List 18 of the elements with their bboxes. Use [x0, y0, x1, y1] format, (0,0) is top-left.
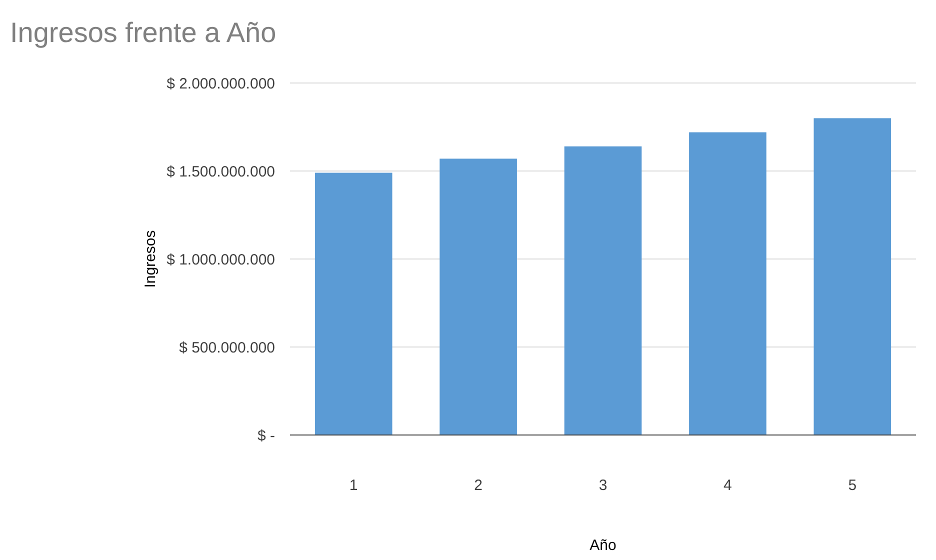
- x-tick-label: 3: [598, 477, 608, 494]
- bar: [314, 172, 392, 435]
- x-tick-label: 2: [474, 477, 482, 494]
- x-tick-label: 1: [349, 477, 358, 494]
- chart-title: Ingresos frente a Año: [10, 17, 276, 48]
- y-tick-label: $ 1.000.000.000: [166, 251, 275, 268]
- x-tick-label: 5: [848, 477, 857, 494]
- bar: [564, 146, 642, 435]
- y-tick-label: $ 2.000.000.000: [166, 75, 275, 92]
- y-tick-label: $ -: [257, 427, 275, 444]
- y-tick-label: $ 1.500.000.000: [166, 163, 275, 180]
- bar: [814, 118, 892, 435]
- y-axis-title: Ingresos: [142, 230, 159, 288]
- bar: [440, 158, 517, 435]
- x-tick-label: 4: [724, 477, 732, 494]
- y-tick-label: $ 500.000.000: [179, 339, 275, 356]
- bar: [689, 132, 766, 435]
- x-axis-title: Año: [590, 537, 616, 554]
